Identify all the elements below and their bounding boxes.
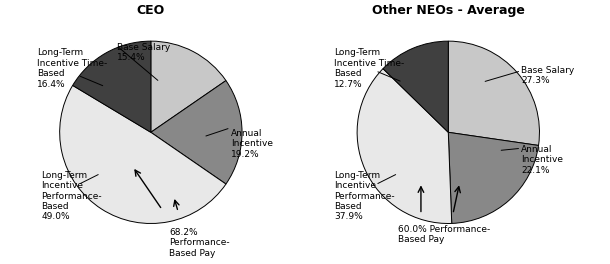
Wedge shape xyxy=(448,132,539,223)
Text: Long-Term
Incentive Time-
Based
16.4%: Long-Term Incentive Time- Based 16.4% xyxy=(37,48,107,89)
Text: Long-Term
Incentive Time-
Based
12.7%: Long-Term Incentive Time- Based 12.7% xyxy=(334,48,404,89)
Wedge shape xyxy=(151,81,242,184)
Title: Other NEOs - Average: Other NEOs - Average xyxy=(372,4,525,17)
Text: Base Salary
27.3%: Base Salary 27.3% xyxy=(521,66,575,85)
Text: 60.0% Performance-
Based Pay: 60.0% Performance- Based Pay xyxy=(398,225,490,244)
Title: CEO: CEO xyxy=(137,4,165,17)
Text: Long-Term
Incentive
Performance-
Based
49.0%: Long-Term Incentive Performance- Based 4… xyxy=(41,171,102,221)
Wedge shape xyxy=(60,86,226,224)
Text: Base Salary
15.4%: Base Salary 15.4% xyxy=(117,43,170,62)
Wedge shape xyxy=(448,41,539,145)
Text: 68.2%
Performance-
Based Pay: 68.2% Performance- Based Pay xyxy=(169,228,230,258)
Text: Long-Term
Incentive
Performance-
Based
37.9%: Long-Term Incentive Performance- Based 3… xyxy=(334,171,395,221)
Wedge shape xyxy=(151,41,226,132)
Text: Annual
Incentive
19.2%: Annual Incentive 19.2% xyxy=(231,129,273,159)
Wedge shape xyxy=(73,41,151,132)
Wedge shape xyxy=(357,69,452,224)
Wedge shape xyxy=(383,41,448,132)
Text: Annual
Incentive
22.1%: Annual Incentive 22.1% xyxy=(521,145,563,175)
